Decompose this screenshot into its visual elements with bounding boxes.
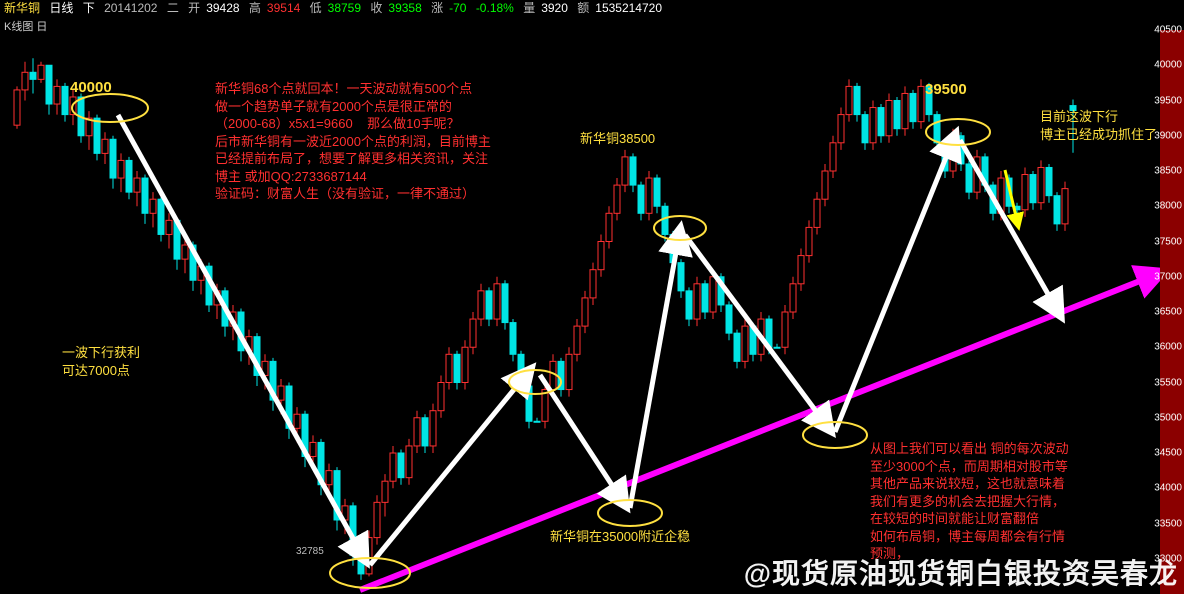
annotation: 新华铜在35000附近企稳 <box>550 528 690 546</box>
high: 39514 <box>267 1 300 15</box>
open: 39428 <box>206 1 239 15</box>
y-tick: 38000 <box>1154 201 1182 212</box>
weekday: 二 <box>167 1 179 15</box>
y-tick: 34500 <box>1154 448 1182 459</box>
annotation: 33000 <box>335 590 377 594</box>
y-tick: 34000 <box>1154 483 1182 494</box>
amt: 1535214720 <box>595 1 662 15</box>
period: 日线 <box>49 1 73 15</box>
y-tick: 35000 <box>1154 412 1182 423</box>
annotation: 新华铜38500 <box>580 130 655 148</box>
y-tick: 35500 <box>1154 377 1182 388</box>
header-bar: 新华铜 日线 下 20141202 二 开39428 高39514 低38759… <box>0 0 1184 16</box>
y-tick: 39500 <box>1154 95 1182 106</box>
annotation: 32785 <box>296 545 324 559</box>
y-tick: 36000 <box>1154 342 1182 353</box>
y-tick: 37000 <box>1154 271 1182 282</box>
symbol: 新华铜 <box>4 1 40 15</box>
close: 39358 <box>388 1 421 15</box>
y-tick: 39000 <box>1154 130 1182 141</box>
chg-pct: -0.18% <box>476 1 514 15</box>
dir: 下 <box>83 1 95 15</box>
annotation: 从图上我们可以看出 铜的每次波动 至少3000个点，而周期相对股市等 其他产品来… <box>870 440 1069 563</box>
y-axis: 4050040000395003900038500380003750037000… <box>1160 30 1184 594</box>
y-tick: 38500 <box>1154 166 1182 177</box>
y-tick: 36500 <box>1154 307 1182 318</box>
vol: 3920 <box>541 1 568 15</box>
watermark: @现货原油现货铜白银投资吴春龙 <box>744 552 1178 592</box>
y-tick: 33500 <box>1154 518 1182 529</box>
annotation: 40000 <box>70 78 112 98</box>
chg: -70 <box>449 1 466 15</box>
annotation: 目前这波下行 博主已经成功抓住了 <box>1040 108 1157 143</box>
low: 38759 <box>328 1 361 15</box>
annotation: 39500 <box>925 80 967 100</box>
y-tick: 40000 <box>1154 60 1182 71</box>
annotation: 新华铜68个点就回本！一天波动就有500个点 做一个趋势单子就有2000个点是很… <box>215 80 491 203</box>
date: 20141202 <box>104 1 157 15</box>
annotation: 一波下行获利 可达7000点 <box>62 344 140 379</box>
y-tick: 40500 <box>1154 25 1182 36</box>
y-tick: 37500 <box>1154 236 1182 247</box>
